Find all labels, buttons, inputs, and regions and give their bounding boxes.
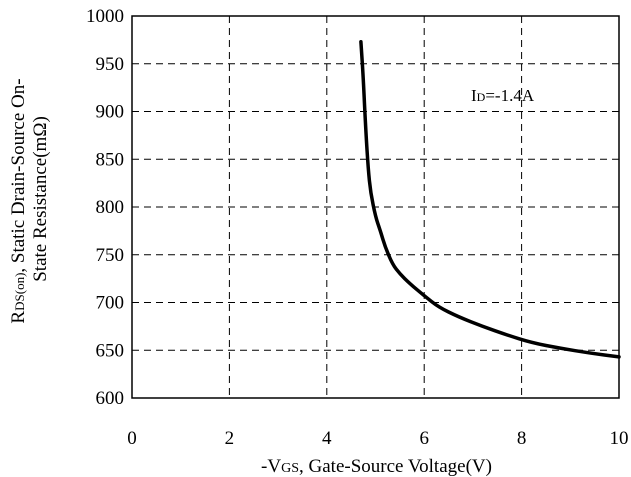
x-tick-label: 0 xyxy=(127,428,137,449)
y-tick-label: 750 xyxy=(96,245,125,266)
y-axis-label-line-2: State Resistance(mΩ) xyxy=(30,116,51,282)
y-axis-label-line-2-pre: State Resistance(m xyxy=(30,136,51,281)
y-axis-label-line-1: RDS(on), Static Drain-Source On- xyxy=(8,78,29,323)
x-tick-labels: 0 2 4 6 8 10 xyxy=(127,428,628,449)
x-tick-label: 6 xyxy=(419,428,429,449)
x-tick-label: 8 xyxy=(517,428,527,449)
x-axis-label-post: , Gate-Source Voltage(V) xyxy=(299,456,492,477)
y-axis-label-line-1-sub: DS(on) xyxy=(12,273,27,311)
y-tick-label: 700 xyxy=(96,293,125,314)
series-layer xyxy=(359,40,621,359)
y-axis-label-line-2-post: Ω) xyxy=(30,116,51,136)
annotation-sub: D xyxy=(477,90,486,104)
grid-lines xyxy=(132,16,619,398)
y-tick-label: 850 xyxy=(96,149,125,170)
y-axis-label: RDS(on), Static Drain-Source On- State R… xyxy=(8,78,51,323)
series-line-0 xyxy=(359,40,621,359)
x-tick-label: 2 xyxy=(225,428,235,449)
y-tick-labels: 600 650 700 750 800 850 900 950 1000 xyxy=(86,6,124,409)
annotation-pre: I xyxy=(471,86,477,105)
x-axis-label-pre: -V xyxy=(261,456,281,477)
current-annotation: ID=-1.4A xyxy=(471,86,535,105)
x-axis-label-sub: GS xyxy=(281,461,299,476)
y-tick-label: 650 xyxy=(96,340,125,361)
y-axis-label-line-1-pre: R xyxy=(8,311,29,324)
y-axis-label-line-1-post: , Static Drain-Source On- xyxy=(8,78,29,272)
annotation-post: =-1.4A xyxy=(485,86,534,105)
y-tick-label: 600 xyxy=(96,388,125,409)
y-tick-label: 800 xyxy=(96,197,125,218)
y-tick-label: 1000 xyxy=(86,6,124,27)
x-tick-label: 4 xyxy=(322,428,332,449)
x-axis-label: -VGS, Gate-Source Voltage(V) xyxy=(261,456,492,477)
plot-frame xyxy=(131,15,620,399)
y-tick-label: 900 xyxy=(96,102,125,123)
x-tick-label: 10 xyxy=(610,428,629,449)
y-tick-label: 950 xyxy=(96,54,125,75)
